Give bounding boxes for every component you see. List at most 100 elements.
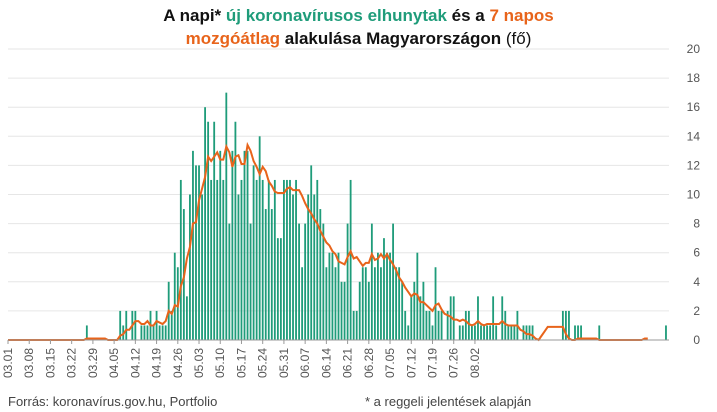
title-part: új koronavírusos elhunytak xyxy=(225,6,447,25)
y-tick-label: 20 xyxy=(687,42,701,56)
bar xyxy=(504,310,507,340)
bar xyxy=(146,325,149,340)
bar xyxy=(380,267,382,340)
bar xyxy=(119,310,122,340)
bar xyxy=(276,238,279,340)
x-tick-label: 05.10 xyxy=(213,348,227,378)
title-part: és a xyxy=(446,6,490,25)
bar xyxy=(361,267,364,340)
title-part: alakulása Magyarországon xyxy=(280,29,506,48)
bar xyxy=(483,325,485,340)
bar xyxy=(422,281,425,340)
chart-title: A napi* új koronavírusos elhunytak és a … xyxy=(0,4,717,50)
bar xyxy=(319,209,322,340)
title-part: 7 napos xyxy=(489,6,554,25)
y-tick-label: 2 xyxy=(693,304,700,318)
bar xyxy=(404,310,407,340)
bar xyxy=(419,296,422,340)
bar xyxy=(474,325,476,340)
bar xyxy=(346,223,349,340)
bar xyxy=(477,296,479,340)
bar xyxy=(370,223,373,340)
bar xyxy=(495,325,498,340)
y-tick-label: 14 xyxy=(687,129,701,143)
bar xyxy=(198,165,200,340)
bar xyxy=(461,325,464,340)
bar xyxy=(501,296,504,340)
bar xyxy=(522,325,525,340)
daily-deaths-bars xyxy=(85,92,667,341)
y-tick-label: 0 xyxy=(693,333,700,347)
bar xyxy=(292,194,294,340)
bar xyxy=(449,296,452,340)
bar xyxy=(428,310,431,340)
bar xyxy=(246,150,249,340)
bar xyxy=(395,267,398,340)
bar xyxy=(301,267,304,340)
bar xyxy=(464,310,467,340)
bar xyxy=(286,179,288,340)
y-tick-label: 8 xyxy=(693,217,700,231)
bar xyxy=(267,179,270,340)
bar xyxy=(143,325,146,340)
bar xyxy=(377,252,379,340)
bar xyxy=(507,325,510,340)
bar xyxy=(185,296,188,340)
bar xyxy=(307,194,310,340)
y-tick-label: 10 xyxy=(687,188,701,202)
x-tick-label: 03.01 xyxy=(1,348,15,378)
bar xyxy=(225,92,228,341)
y-tick-label: 4 xyxy=(693,275,700,289)
x-tick-label: 04.12 xyxy=(128,348,142,378)
footnote: * a reggeli jelentések alapján xyxy=(365,394,532,409)
bar xyxy=(446,310,449,340)
bar xyxy=(261,179,264,340)
bar xyxy=(489,325,492,340)
bar xyxy=(467,310,470,340)
bar xyxy=(295,179,297,340)
y-axis-ticks: 0 2 4 6 8 10 12 14 16 18 20 xyxy=(687,42,701,347)
bar xyxy=(213,121,216,340)
bar xyxy=(170,310,173,340)
bar xyxy=(513,325,516,340)
bar xyxy=(337,252,340,340)
bar xyxy=(258,136,261,340)
bar xyxy=(310,165,313,340)
bar xyxy=(431,325,434,340)
y-tick-label: 16 xyxy=(687,100,701,114)
x-tick-label: 07.19 xyxy=(425,348,439,378)
x-tick-label: 04.19 xyxy=(150,348,164,378)
y-tick-label: 18 xyxy=(687,71,701,85)
bar xyxy=(383,238,385,340)
bar xyxy=(140,325,143,340)
bar xyxy=(398,267,401,340)
bar xyxy=(85,325,88,340)
x-tick-label: 06.07 xyxy=(298,348,312,378)
x-tick-label: 06.14 xyxy=(319,348,333,378)
bar xyxy=(528,325,531,340)
x-tick-label: 05.17 xyxy=(234,348,248,378)
bar xyxy=(161,325,164,340)
source-note: Forrás: koronavírus.gov.hu, Portfolio xyxy=(8,394,218,409)
bar xyxy=(564,310,567,340)
bar xyxy=(367,281,370,340)
bar xyxy=(192,150,194,340)
y-tick-label: 12 xyxy=(687,158,701,172)
bar xyxy=(255,179,258,340)
title-part: (fő) xyxy=(505,29,532,48)
x-tick-label: 07.26 xyxy=(447,348,461,378)
bar xyxy=(389,252,391,340)
bar xyxy=(222,179,225,340)
bar xyxy=(283,179,285,340)
bar xyxy=(231,150,234,340)
bar xyxy=(152,325,155,340)
bar xyxy=(134,310,137,340)
bar xyxy=(234,121,237,340)
bar xyxy=(216,179,219,340)
bar xyxy=(458,325,461,340)
bar xyxy=(228,223,231,340)
bar xyxy=(568,310,570,340)
bar xyxy=(270,209,273,340)
x-tick-label: 03.22 xyxy=(65,348,79,378)
x-tick-label: 05.03 xyxy=(192,348,206,378)
